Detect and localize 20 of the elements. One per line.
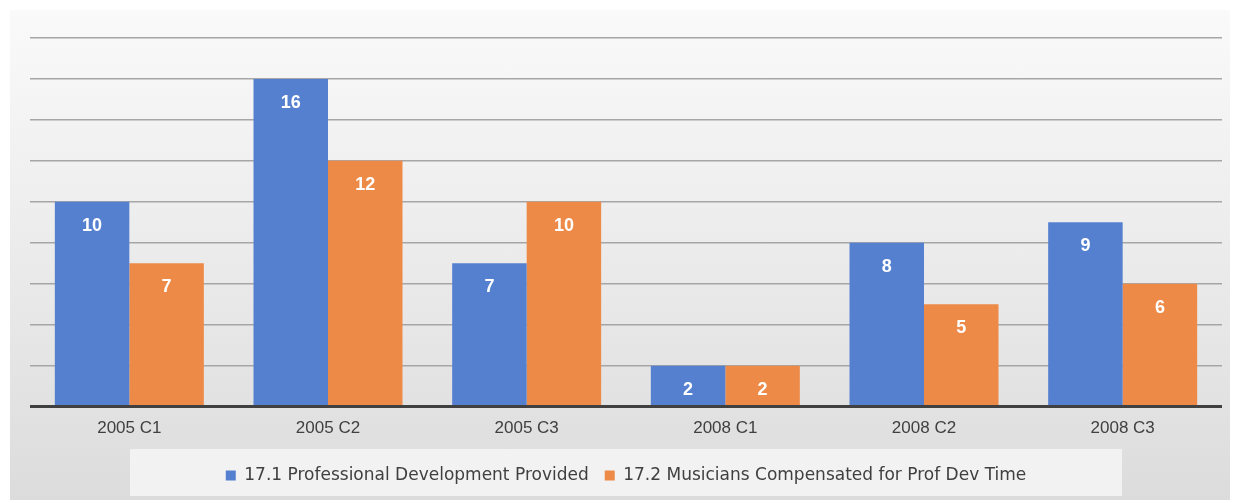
x-tick-label: 2005 C1	[97, 418, 162, 438]
data-label: 8	[881, 255, 892, 276]
data-label: 7	[161, 276, 172, 297]
legend-label: 17.1 Professional Development Provided	[244, 463, 589, 484]
data-label: 9	[1080, 235, 1091, 256]
data-label: 2	[757, 378, 768, 399]
legend-label: 17.2 Musicians Compensated for Prof Dev Time	[623, 463, 1027, 484]
data-label: 2	[683, 378, 694, 399]
data-label: 16	[280, 91, 301, 112]
x-tick-label: 2005 C2	[295, 418, 361, 438]
x-tick-label: 2008 C1	[693, 418, 758, 438]
data-label: 12	[355, 173, 376, 194]
x-tick-label: 2005 C3	[494, 418, 559, 438]
data-label: 10	[82, 214, 103, 235]
x-tick-label: 2008 C3	[1090, 418, 1155, 438]
data-label: 7	[484, 276, 495, 297]
data-label: 5	[956, 317, 967, 338]
x-tick-label: 2008 C2	[891, 418, 957, 438]
data-label: 10	[553, 214, 574, 235]
data-label: 6	[1154, 296, 1165, 317]
